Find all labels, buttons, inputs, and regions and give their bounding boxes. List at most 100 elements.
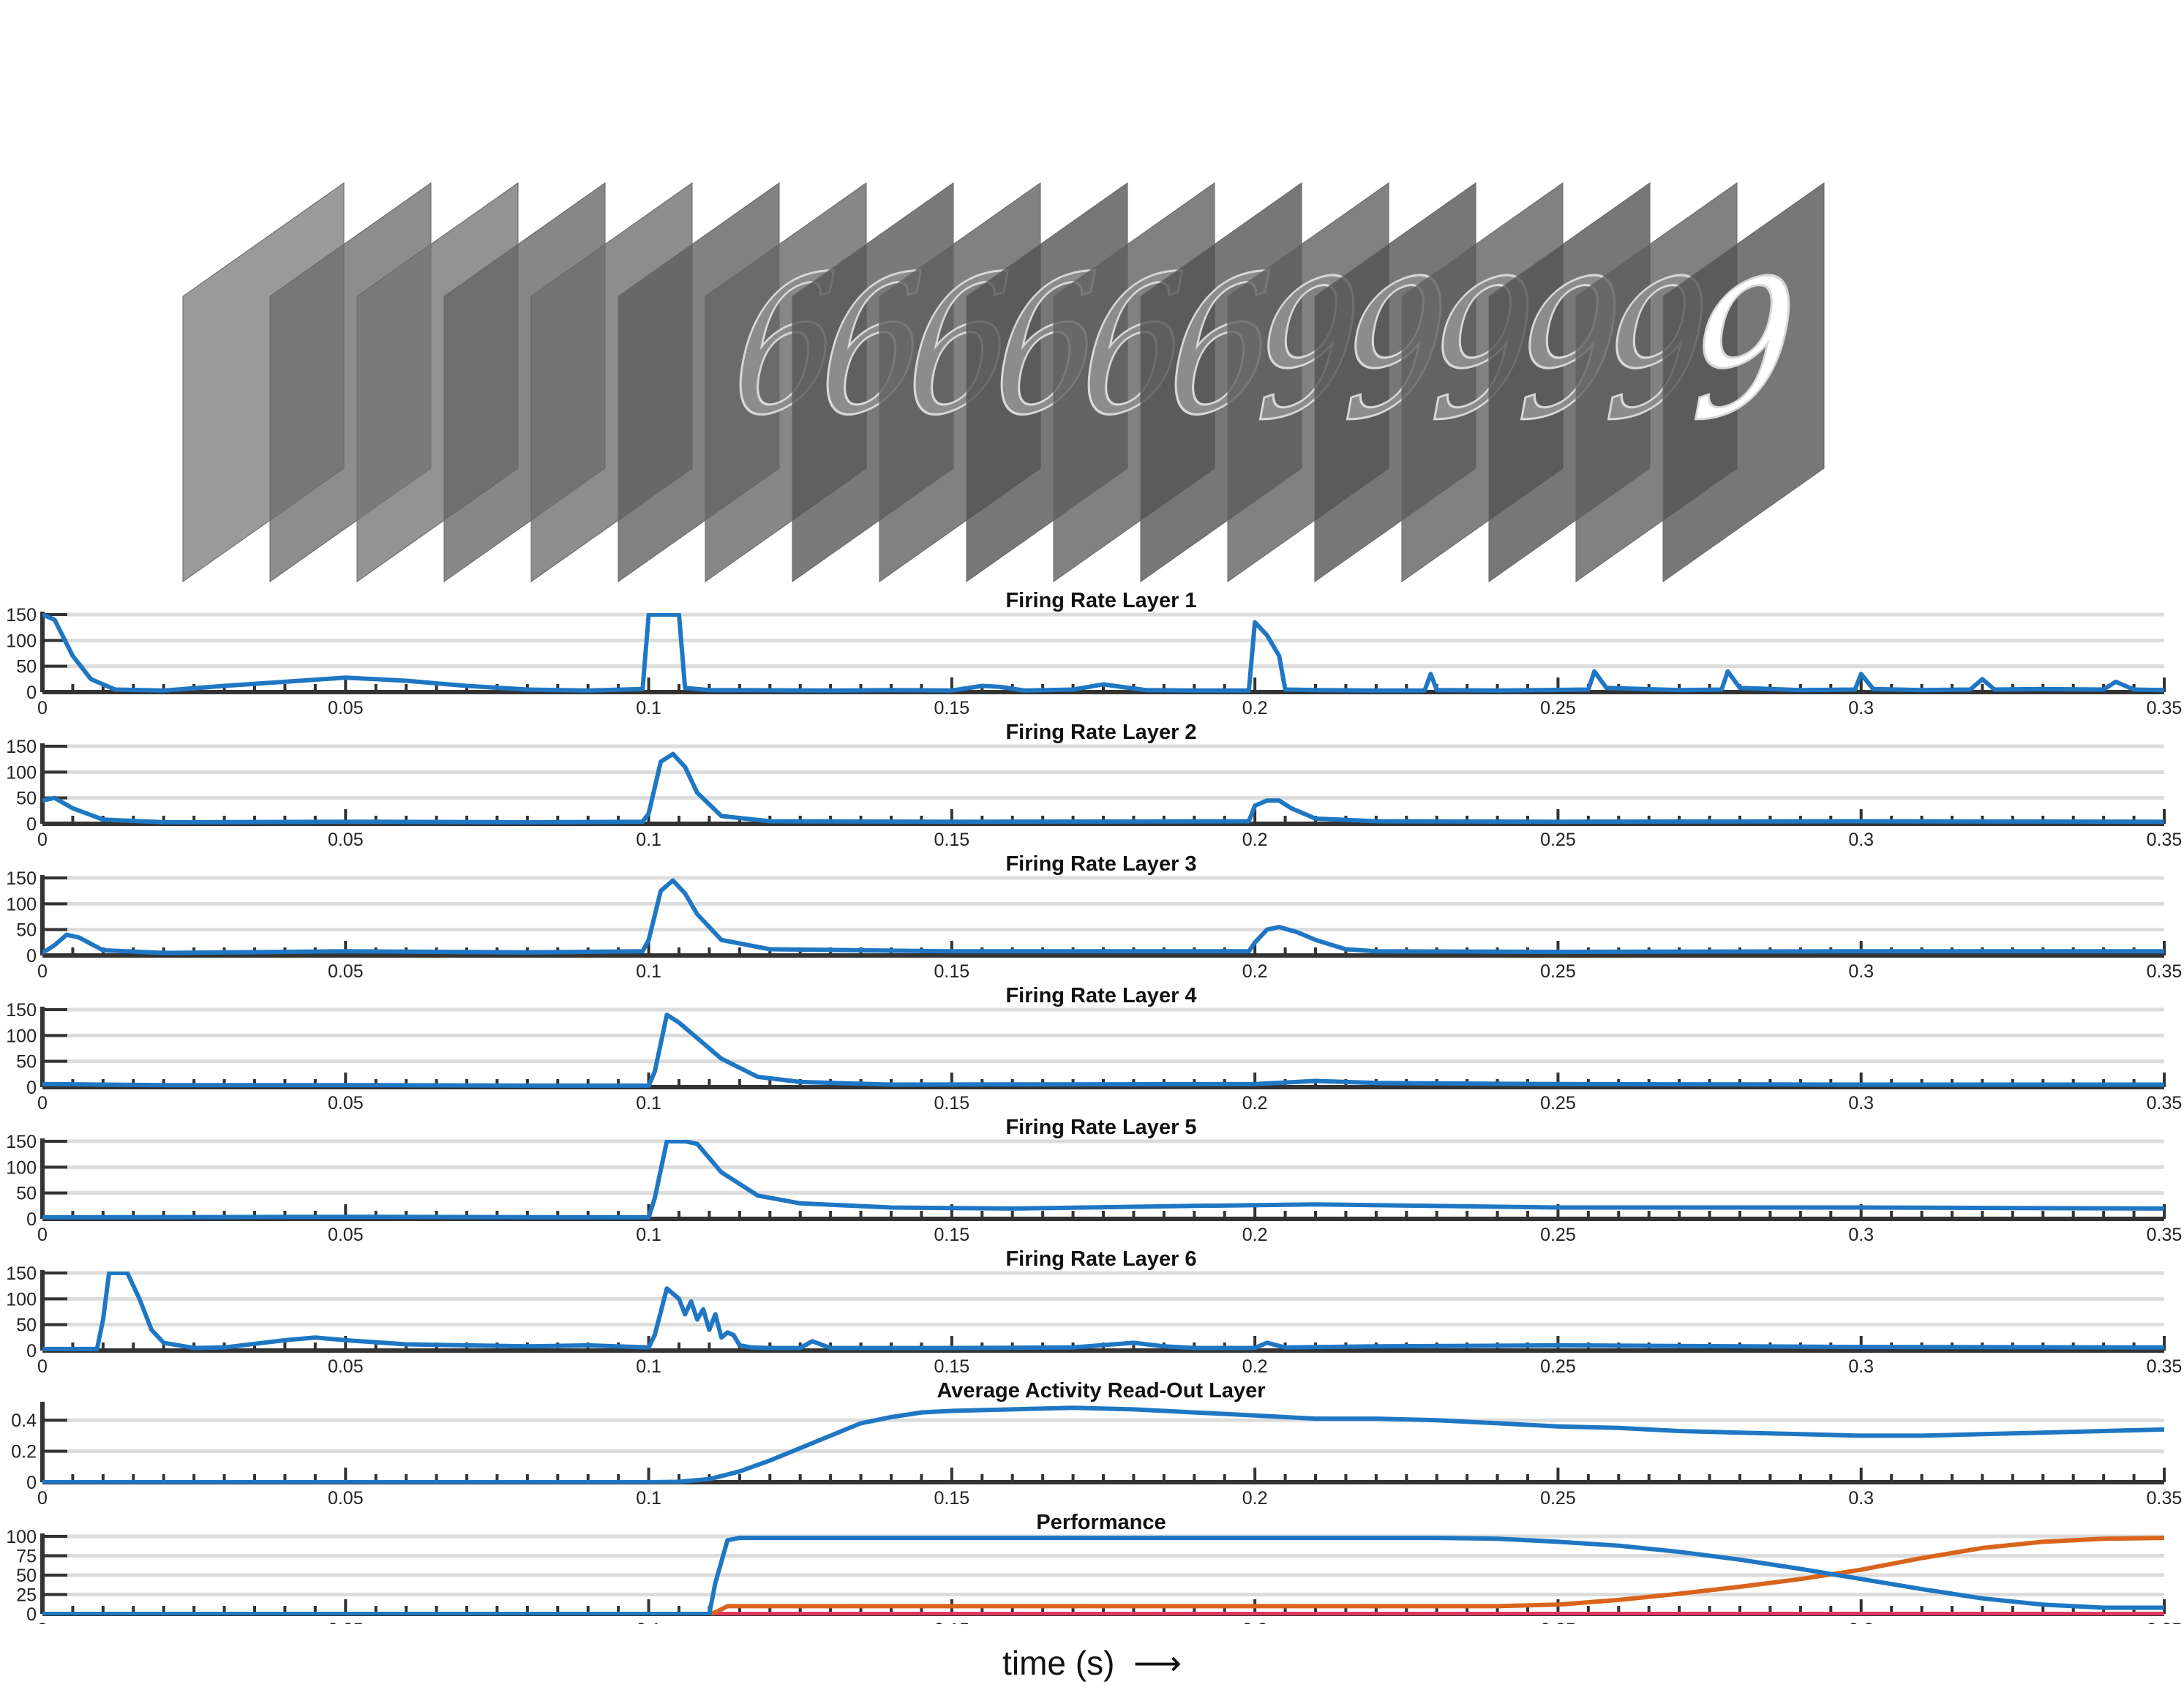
x-tick-label: 0.15: [934, 1488, 970, 1509]
x-tick-label: 0.35: [2147, 1620, 2183, 1624]
x-tick-label: 0: [37, 830, 48, 850]
y-tick-label: 50: [16, 657, 37, 677]
y-tick-label: 0: [26, 1473, 37, 1493]
x-tick-label: 0.35: [2147, 1356, 2183, 1377]
x-tick-label: 0.25: [1540, 830, 1576, 850]
x-axis-caption-text: time (s): [1002, 1644, 1115, 1682]
x-tick-label: 0: [37, 1356, 48, 1377]
x-tick-label: 0.35: [2147, 1225, 2183, 1245]
chart-title: Firing Rate Layer 2: [1005, 721, 1196, 744]
x-tick-label: 0.3: [1848, 830, 1874, 850]
y-tick-label: 50: [16, 1184, 37, 1204]
y-tick-label: 100: [6, 762, 37, 783]
x-tick-label: 0.1: [636, 830, 661, 850]
x-tick-label: 0.3: [1848, 1488, 1874, 1509]
right-arrow-icon: ⟶: [1124, 1644, 1182, 1682]
series-line: [42, 1140, 2164, 1220]
firing-rate-panels: Firing Rate Layer 1 0 50 100 150 0 0.05 0.1 0.15…: [0, 578, 2184, 1640]
x-tick-label: 0.1: [636, 961, 661, 982]
y-tick-label: 75: [16, 1547, 37, 1567]
y-tick-label: 100: [6, 631, 37, 651]
series-line: [42, 1536, 2164, 1615]
x-tick-label: 0.15: [934, 1620, 970, 1624]
x-tick-label: 0.05: [328, 1488, 364, 1509]
x-tick-label: 0.35: [2147, 698, 2183, 718]
x-tick-label: 0.15: [934, 1225, 970, 1245]
x-tick-label: 0.3: [1848, 1356, 1874, 1377]
x-tick-label: 0.15: [934, 961, 970, 982]
y-tick-label: 150: [6, 868, 37, 889]
chart-title: Firing Rate Layer 3: [1005, 852, 1196, 876]
x-tick-label: 0.05: [328, 698, 364, 718]
y-tick-label: 100: [6, 894, 37, 915]
y-tick-label: 0: [26, 1209, 37, 1230]
chart-panel: Average Activity Read-Out Layer 0 0.2 0.4 0 0…: [11, 1379, 2182, 1509]
chart-title: Firing Rate Layer 1: [1005, 589, 1196, 612]
chart-title: Firing Rate Layer 4: [1005, 984, 1196, 1007]
x-tick-label: 0.05: [328, 961, 364, 982]
y-tick-label: 50: [16, 1052, 37, 1073]
x-tick-label: 0.25: [1540, 698, 1576, 718]
x-tick-label: 0.25: [1540, 1093, 1576, 1113]
y-tick-label: 50: [16, 1566, 37, 1586]
y-tick-label: 0: [26, 1604, 37, 1624]
x-tick-label: 0.15: [934, 830, 970, 850]
y-tick-label: 150: [6, 1000, 37, 1021]
series-line: [42, 1272, 2164, 1351]
x-tick-label: 0.3: [1848, 698, 1874, 718]
series-line: [42, 1536, 2164, 1615]
x-tick-label: 0.35: [2147, 1093, 2183, 1113]
x-tick-label: 0.2: [1242, 830, 1268, 850]
y-tick-label: 0: [26, 1078, 37, 1098]
stimulus-digit: 9: [1690, 233, 1797, 464]
x-tick-label: 0.2: [1242, 1356, 1268, 1377]
y-tick-label: 150: [6, 1132, 37, 1152]
x-tick-label: 0.05: [328, 1356, 364, 1377]
x-tick-label: 0.05: [328, 1093, 364, 1113]
x-tick-label: 0.25: [1540, 1620, 1576, 1624]
y-tick-label: 100: [6, 1289, 37, 1310]
y-tick-label: 50: [16, 789, 37, 809]
chart-title: Average Activity Read-Out Layer: [937, 1379, 1265, 1402]
x-tick-label: 0: [37, 1093, 48, 1113]
x-tick-label: 0.2: [1242, 1093, 1268, 1113]
x-tick-label: 0.3: [1848, 961, 1874, 982]
x-tick-label: 0.15: [934, 1356, 970, 1377]
y-tick-label: 100: [6, 1527, 37, 1547]
x-tick-label: 0.3: [1848, 1225, 1874, 1245]
x-tick-label: 0.05: [328, 1225, 364, 1245]
chart-panel: Firing Rate Layer 5 0 50 100 150 0 0.05 0.1 0.15…: [6, 1116, 2182, 1245]
x-tick-label: 0.25: [1540, 1488, 1576, 1509]
x-tick-label: 0.2: [1242, 961, 1268, 982]
y-tick-label: 50: [16, 920, 37, 941]
series-line: [42, 751, 2164, 825]
x-tick-label: 0.2: [1242, 1225, 1268, 1245]
x-tick-label: 0.15: [934, 1093, 970, 1113]
chart-panel: Firing Rate Layer 2 0 50 100 150 0 0.05 0.1 0.15…: [6, 721, 2182, 850]
y-tick-label: 150: [6, 605, 37, 626]
y-tick-label: 50: [16, 1315, 37, 1336]
y-tick-label: 25: [16, 1585, 37, 1606]
series-line: [42, 1405, 2164, 1484]
y-tick-label: 100: [6, 1157, 37, 1178]
chart-panel: Firing Rate Layer 1 0 50 100 150 0 0.05 0.1 0.15…: [6, 589, 2182, 718]
x-tick-label: 0: [37, 1225, 48, 1245]
x-tick-label: 0.1: [636, 1093, 661, 1113]
x-tick-label: 0.25: [1540, 961, 1576, 982]
x-tick-label: 0.15: [934, 698, 970, 718]
x-tick-label: 0.3: [1848, 1620, 1874, 1624]
x-tick-label: 0.35: [2147, 830, 2183, 850]
x-tick-label: 0.35: [2147, 961, 2183, 982]
y-tick-label: 150: [6, 1263, 37, 1284]
stimulus-frame: 9: [1662, 182, 1825, 582]
y-tick-label: 100: [6, 1026, 37, 1046]
x-tick-label: 0.25: [1540, 1225, 1576, 1245]
x-axis-caption: time (s) ⟶: [0, 1643, 2184, 1683]
y-tick-label: 0: [26, 814, 37, 835]
